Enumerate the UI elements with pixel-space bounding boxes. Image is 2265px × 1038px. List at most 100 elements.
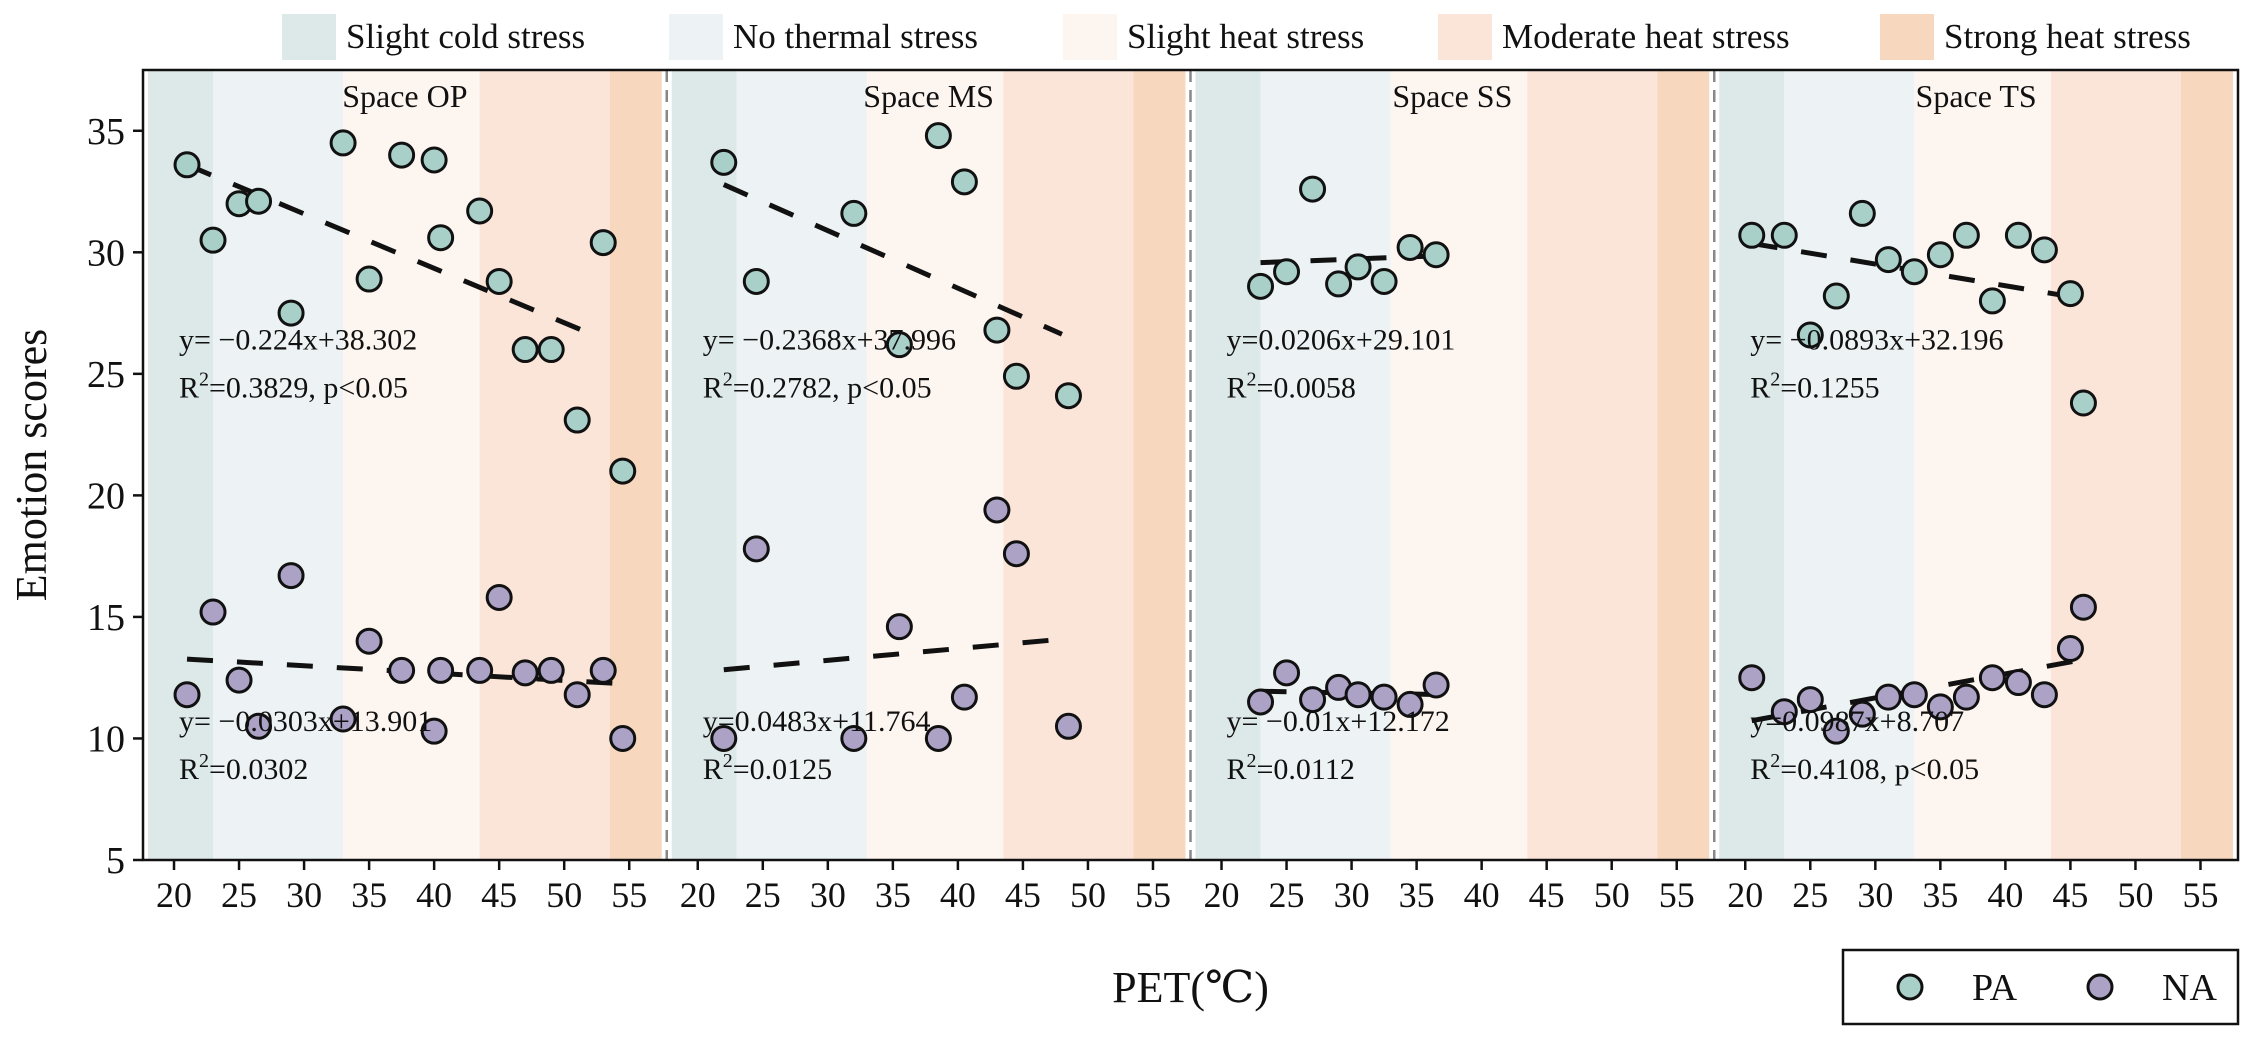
x-tick-label: 45 (2052, 875, 2088, 915)
fit-line-pa (722, 182, 1063, 337)
x-tick-label: 30 (1334, 875, 1370, 915)
data-point-pa (2056, 280, 2084, 308)
data-point-na (329, 705, 357, 733)
data-point-na (589, 656, 617, 684)
data-point-na (885, 613, 913, 641)
data-point-na (1848, 700, 1876, 728)
data-point-na (420, 717, 448, 745)
stress-band-3-4 (1527, 70, 1658, 860)
stress-legend-label: Slight heat stress (1127, 17, 1364, 56)
r-squared-text: R2=0.4108, p<0.05 (1750, 750, 1979, 786)
y-tick-label: 15 (87, 597, 125, 639)
data-point-na (199, 598, 227, 626)
data-point-pa (924, 122, 952, 150)
r-squared-text: R2=0.0125 (703, 750, 832, 786)
x-tick-label: 55 (611, 875, 647, 915)
data-point-na (1054, 712, 1082, 740)
data-point-pa (983, 316, 1011, 344)
data-point-pa (1874, 246, 1902, 274)
data-point-pa (609, 457, 637, 485)
stress-band-3-5 (1657, 70, 1710, 860)
x-tick-label: 30 (286, 875, 322, 915)
data-point-na (173, 681, 201, 709)
series-legend-label: PA (1972, 967, 2018, 1009)
data-point-pa (511, 336, 539, 364)
panel-title: Space OP (342, 78, 467, 114)
y-tick-label: 20 (87, 475, 125, 517)
x-tick-label: 45 (481, 875, 517, 915)
x-tick-label: 35 (1399, 875, 1435, 915)
data-point-na (1796, 686, 1824, 714)
data-point-na (225, 666, 253, 694)
data-point-pa (1978, 287, 2006, 315)
data-point-na (466, 656, 494, 684)
data-point-na (1002, 540, 1030, 568)
x-tick-label: 20 (1204, 875, 1240, 915)
data-point-na (924, 724, 952, 752)
r-squared-text: R2=0.0058 (1227, 369, 1356, 405)
r-squared-text: R2=0.1255 (1750, 369, 1879, 405)
x-tick-label: 35 (875, 875, 911, 915)
data-point-na (427, 656, 455, 684)
x-tick-label: 25 (745, 875, 781, 915)
stress-legend: Slight cold stress No thermal stress Sligh… (282, 14, 2191, 60)
data-point-pa (2069, 389, 2097, 417)
data-point-na (1299, 686, 1327, 714)
x-tick-label: 40 (1464, 875, 1500, 915)
data-point-na (485, 583, 513, 611)
x-tick-label: 30 (810, 875, 846, 915)
regression-equation: y= −0.0303x+13.901 (179, 705, 432, 738)
stress-band-4-2 (1784, 70, 1915, 860)
panel-title: Space MS (863, 78, 994, 114)
data-point-pa (277, 299, 305, 327)
regression-equation: y= −0.0893x+32.196 (1750, 324, 2003, 357)
stress-legend-label: No thermal stress (733, 17, 978, 56)
x-tick-label: 55 (2182, 875, 2218, 915)
data-point-na (537, 656, 565, 684)
data-point-pa (1247, 272, 1275, 300)
stress-legend-swatch (282, 14, 336, 60)
data-point-na (277, 562, 305, 590)
data-point-na (1247, 688, 1275, 716)
panel-title: Space TS (1916, 78, 2037, 114)
stress-band-4-3 (1914, 70, 2051, 860)
regression-equation: y= −0.01x+12.172 (1227, 705, 1450, 738)
data-point-na (2056, 635, 2084, 663)
stress-band-3-2 (1260, 70, 1391, 860)
data-point-pa (466, 197, 494, 225)
regression-equation: y= −0.224x+38.302 (179, 324, 417, 357)
x-axis: 20 25 30 35 40 45 50 55 20 25 30 35 40 45 50 55 20 25 30 35… (156, 860, 2218, 915)
data-point-pa (485, 267, 513, 295)
data-point-pa (355, 265, 383, 293)
data-point-na (742, 535, 770, 563)
data-point-pa (710, 148, 738, 176)
data-point-pa (1900, 258, 1928, 286)
stress-band-1-2 (213, 70, 344, 860)
x-tick-label: 40 (416, 875, 452, 915)
data-point-na (1874, 683, 1902, 711)
x-axis-label: PET(℃) (1112, 963, 1269, 1012)
stress-legend-swatch (669, 14, 723, 60)
data-point-pa (1822, 282, 1850, 310)
data-point-na (1978, 664, 2006, 692)
data-point-na (1738, 664, 1766, 692)
data-point-na (355, 627, 383, 655)
data-point-pa (173, 151, 201, 179)
data-point-pa (1325, 270, 1353, 298)
x-tick-label: 20 (1727, 875, 1763, 915)
stress-band-3-3 (1390, 70, 1528, 860)
data-point-pa (245, 187, 273, 215)
data-point-pa (1422, 241, 1450, 269)
data-point-pa (563, 406, 591, 434)
data-point-pa (537, 336, 565, 364)
r-squared-text: R2=0.3829, p<0.05 (179, 369, 408, 405)
data-point-pa (1796, 321, 1824, 349)
x-tick-label: 50 (546, 875, 582, 915)
series-legend-marker (2086, 973, 2114, 1001)
data-point-na (1396, 690, 1424, 718)
data-point-pa (1738, 221, 1766, 249)
data-point-pa (1370, 267, 1398, 295)
data-point-pa (199, 226, 227, 254)
panel-dividers (665, 70, 1716, 860)
data-point-pa (1299, 175, 1327, 203)
